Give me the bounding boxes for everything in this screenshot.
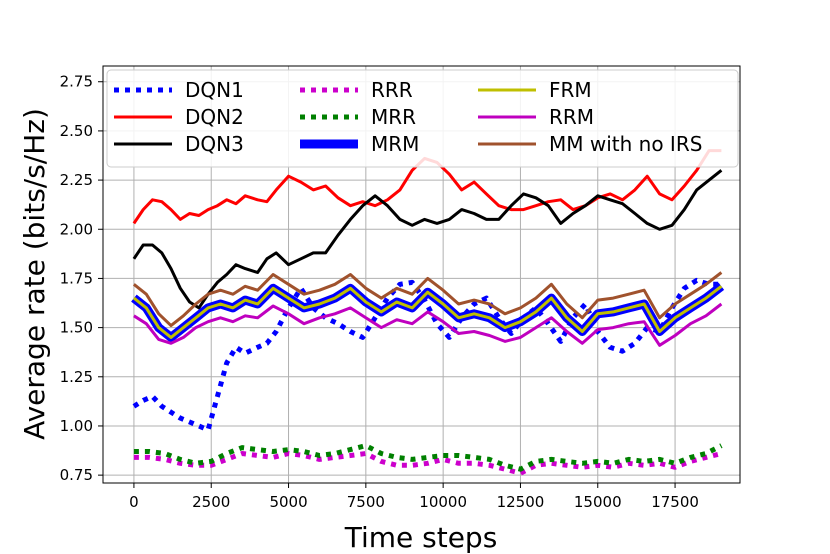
series-lines <box>131 149 725 476</box>
y-tick-label: 2.50 <box>60 122 93 140</box>
y-tick-label: 2.75 <box>60 73 93 91</box>
series-line-frm <box>132 285 723 339</box>
legend-label-dqn2: DQN2 <box>185 105 244 129</box>
axis-ticks: 0 2500 5000 7500 10000 12500 15000 17500 0.75 1.0… <box>60 73 699 511</box>
legend-label-mrm: MRM <box>371 132 419 156</box>
series-line-dqn3 <box>132 169 723 310</box>
series-line-mrr <box>133 443 723 472</box>
y-tick-label: 1.50 <box>60 319 93 337</box>
x-tick-label: 7500 <box>347 493 385 511</box>
x-axis-label: Time steps <box>344 521 498 554</box>
series-line-rrr <box>133 451 723 476</box>
x-tick-label: 5000 <box>269 493 307 511</box>
y-axis-label: Average rate (bits/s/Hz) <box>18 108 51 440</box>
y-tick-label: 2.25 <box>60 171 93 189</box>
series-line-rrm <box>133 302 723 347</box>
legend-box <box>106 69 739 168</box>
x-tick-label: 2500 <box>192 493 230 511</box>
y-tick-label: 1.25 <box>60 368 93 386</box>
legend-label-rrr: RRR <box>371 78 413 102</box>
legend-label-dqn3: DQN3 <box>185 132 244 156</box>
legend-label-rrm: RRM <box>549 105 594 129</box>
series-line-dqn2 <box>132 149 722 225</box>
legend-label-mrr: MRR <box>371 105 416 129</box>
plot-frame <box>102 65 741 484</box>
y-tick-label: 1.75 <box>60 269 93 287</box>
y-tick-label: 2.00 <box>60 220 93 238</box>
x-tick-label: 0 <box>129 493 139 511</box>
legend-label-dqn1: DQN1 <box>185 78 244 102</box>
legend: DQN1 DQN2 DQN3 RRR MRR MRM FRM RRM MM with no IR… <box>106 69 739 168</box>
x-tick-label: 12500 <box>497 493 545 511</box>
series-line-mm-with-no-irs <box>132 271 723 328</box>
x-tick-label: 15000 <box>574 493 622 511</box>
y-tick-label: 0.75 <box>60 466 93 484</box>
x-tick-label: 17500 <box>651 493 699 511</box>
y-tick-label: 1.00 <box>60 417 93 435</box>
legend-label-frm: FRM <box>549 78 592 102</box>
x-tick-label: 10000 <box>419 493 467 511</box>
legend-label-mm-with-no-irs: MM with no IRS <box>549 132 702 156</box>
